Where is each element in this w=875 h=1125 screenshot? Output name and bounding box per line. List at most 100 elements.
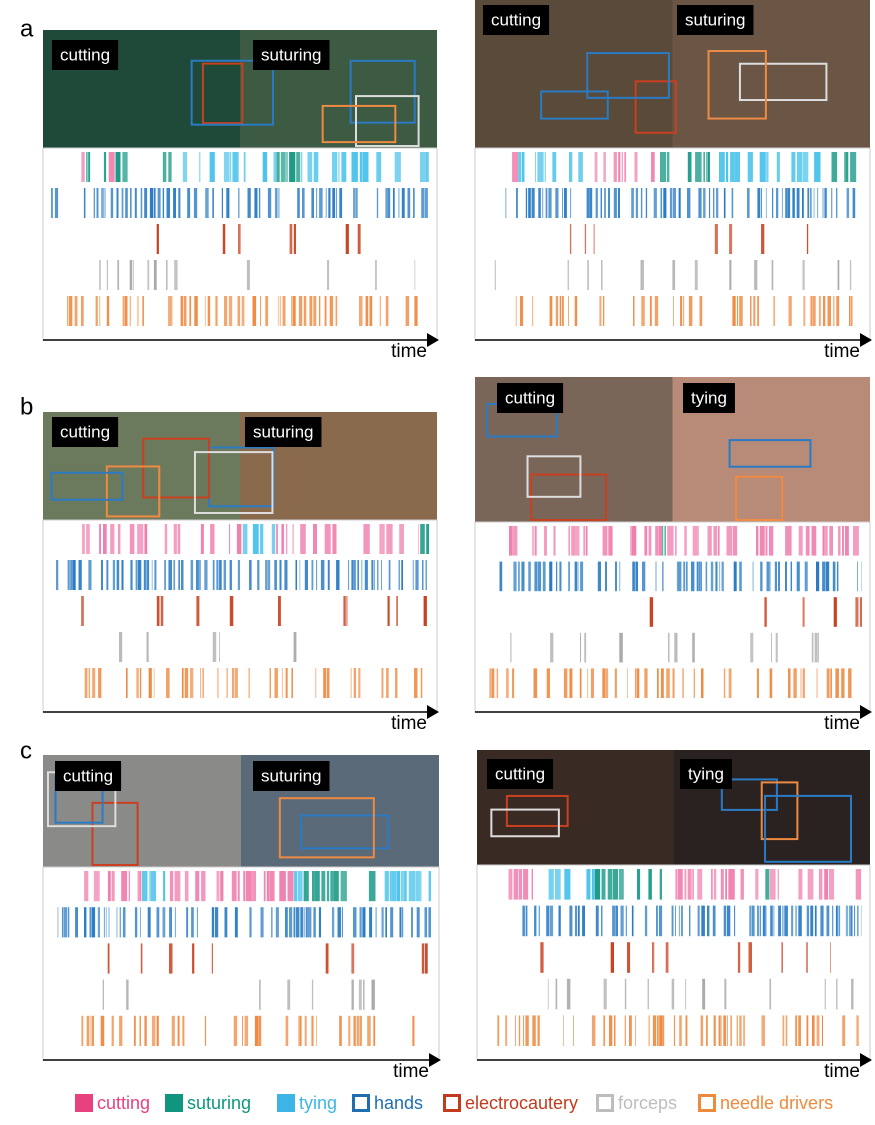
stripe <box>365 296 369 326</box>
stripe <box>153 668 155 698</box>
stripe <box>631 188 634 218</box>
stripe <box>678 905 680 937</box>
stripe <box>246 871 252 902</box>
stripe <box>282 296 286 326</box>
stripe <box>734 905 736 937</box>
stripe <box>200 668 201 698</box>
stripe <box>764 597 767 627</box>
stripe <box>316 560 318 590</box>
stripe <box>649 597 654 627</box>
stripe <box>602 668 606 698</box>
stripe <box>273 152 277 182</box>
stripe <box>379 296 381 326</box>
stripe <box>231 871 237 902</box>
stripe <box>67 560 70 590</box>
stripe <box>293 632 297 662</box>
stripe <box>291 668 293 698</box>
bounding-box <box>201 62 244 125</box>
stripe <box>753 296 756 326</box>
stripe <box>216 871 220 902</box>
clip-label: suturing <box>685 10 745 29</box>
stripe <box>54 188 59 218</box>
stripe <box>684 869 687 900</box>
stripe <box>129 260 133 290</box>
stripe <box>129 296 131 326</box>
stripe <box>381 907 384 938</box>
stripe <box>319 296 321 326</box>
bounding-box <box>505 794 569 827</box>
stripe <box>376 152 382 182</box>
stripe <box>223 152 230 182</box>
stripe <box>739 296 743 326</box>
stripe <box>328 188 331 218</box>
stripe <box>164 524 168 554</box>
stripe <box>281 524 284 554</box>
stripe <box>412 1015 415 1046</box>
stripe <box>220 871 224 902</box>
stripe <box>685 978 687 1010</box>
stripe <box>70 560 73 590</box>
stripe <box>853 526 859 556</box>
stripe <box>832 561 836 592</box>
bounding-box <box>193 451 274 514</box>
stripe <box>204 1015 207 1046</box>
stripe <box>600 188 602 218</box>
stripe <box>181 560 184 590</box>
stripe <box>357 560 359 590</box>
stripe <box>260 524 264 554</box>
stripe <box>765 905 767 937</box>
stripe <box>420 152 426 182</box>
stripe <box>183 296 187 326</box>
stripe <box>333 871 339 902</box>
stripe <box>153 188 156 218</box>
stripe <box>613 152 617 182</box>
stripe <box>855 597 859 627</box>
stripe <box>785 561 787 592</box>
stripe <box>414 260 416 290</box>
stripe <box>782 905 784 937</box>
clip-label: tying <box>688 764 724 783</box>
time-label: time <box>824 341 860 362</box>
stripe <box>612 905 616 937</box>
stripe <box>88 560 92 590</box>
stripe <box>309 296 313 326</box>
stripe <box>177 1015 180 1046</box>
stripe <box>212 632 217 662</box>
stripe <box>363 524 370 554</box>
stripe <box>842 526 844 556</box>
stripe <box>171 1015 175 1046</box>
stripe <box>237 560 240 590</box>
stripe <box>765 188 767 218</box>
stripe <box>116 560 120 590</box>
stripe <box>587 668 589 698</box>
stripe <box>384 871 389 902</box>
stripe <box>224 296 228 326</box>
stripe <box>715 561 718 592</box>
stripe <box>274 188 276 218</box>
stripe <box>729 260 732 290</box>
stripe <box>413 188 415 218</box>
stripe <box>618 869 624 900</box>
stripe <box>701 905 705 937</box>
stripe <box>295 907 300 938</box>
stripe <box>782 1015 785 1046</box>
time-arrow <box>429 1053 441 1067</box>
stripe <box>119 907 121 938</box>
stripe <box>756 526 759 556</box>
clip-label: cutting <box>491 10 541 29</box>
stripe <box>844 152 846 182</box>
stripe <box>506 668 509 698</box>
stripe <box>284 560 288 590</box>
stripe <box>546 668 550 698</box>
stripe <box>535 152 536 182</box>
stripe <box>129 524 135 554</box>
stripe <box>785 526 792 556</box>
stripe <box>154 560 157 590</box>
stripe <box>710 561 714 592</box>
stripe <box>688 296 693 326</box>
stripe <box>242 524 248 554</box>
stripe <box>584 632 587 663</box>
stripe <box>499 561 503 592</box>
stripe <box>736 1015 738 1046</box>
clip-label-bg <box>253 40 330 70</box>
